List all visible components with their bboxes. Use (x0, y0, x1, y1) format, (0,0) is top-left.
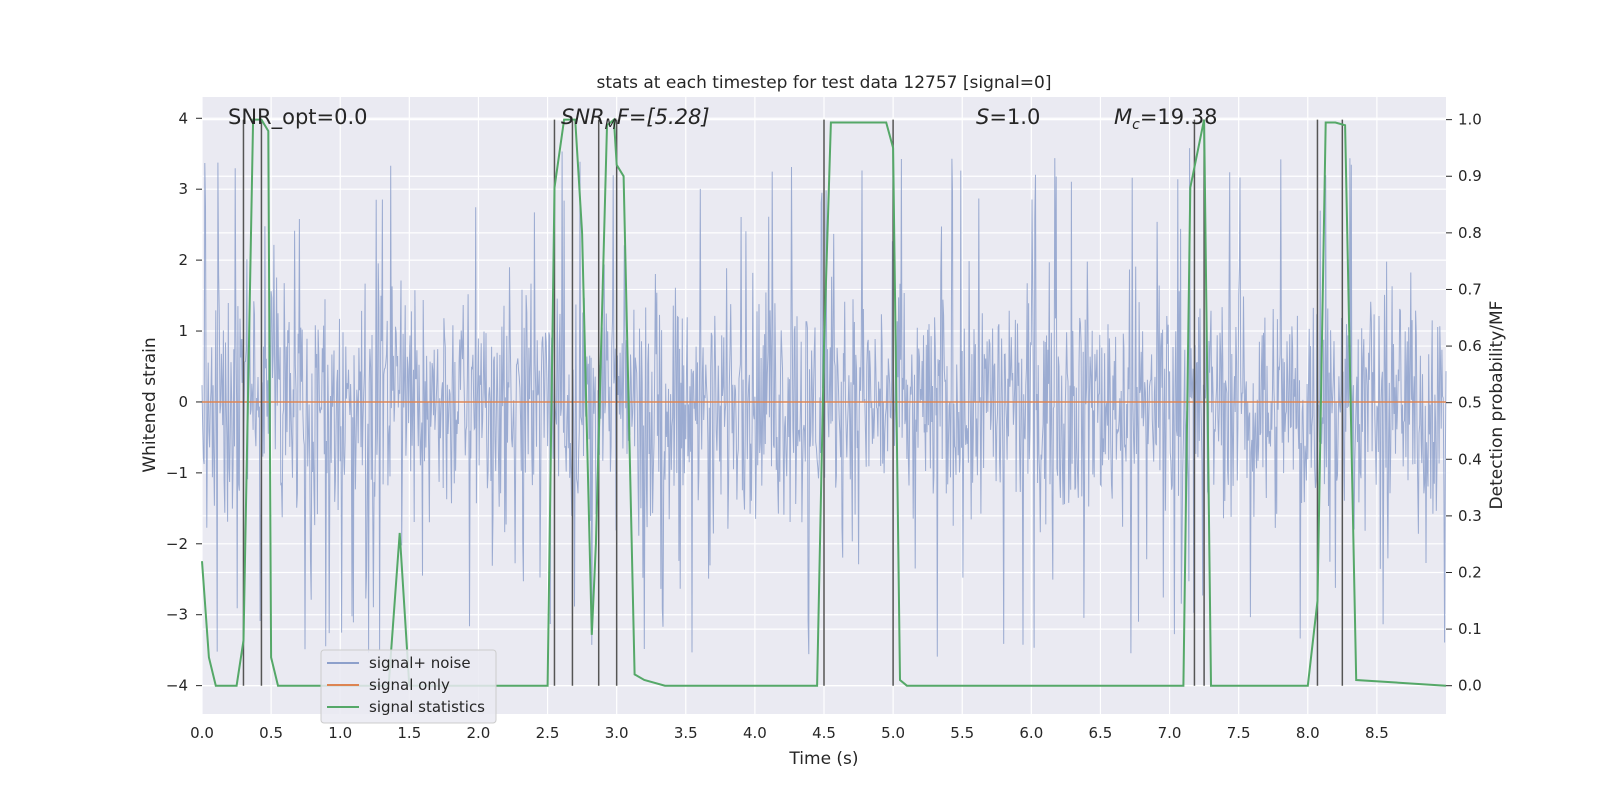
x-tick-label: 1.0 (328, 724, 352, 742)
y-tick-label: −3 (166, 606, 188, 624)
x-tick-label: 7.0 (1158, 724, 1182, 742)
x-axis-label: Time (s) (788, 749, 858, 769)
annotation-snr-mf-tail: F=[5.28] (617, 105, 710, 129)
annotation-snr-mf-main: SNR (561, 105, 605, 129)
y2-tick-label: 0.9 (1458, 167, 1482, 185)
legend-label-statistics: signal statistics (369, 698, 485, 716)
chart-title: stats at each timestep for test data 127… (597, 73, 1052, 93)
x-tick-label: 6.0 (1019, 724, 1043, 742)
annotation-snr-mf: SNRMF=[5.28] (561, 105, 710, 133)
legend-label-signal-only: signal only (369, 676, 450, 694)
annotation-snr-mf-sub: M (605, 117, 617, 133)
annotation-mc-sub: c (1132, 117, 1140, 133)
annotation-snr-opt: SNR_opt=0.0 (228, 105, 368, 130)
x-tick-label: 8.0 (1296, 724, 1320, 742)
y-tick-label: −4 (166, 677, 188, 695)
x-tick-label: 4.0 (743, 724, 767, 742)
y2-tick-label: 0.6 (1458, 337, 1482, 355)
annotation-s-tail: =1.0 (989, 105, 1040, 129)
y2-tick-label: 0.3 (1458, 507, 1482, 525)
y2-tick-label: 0.5 (1458, 394, 1482, 412)
annotation-s: S=1.0 (976, 105, 1040, 129)
legend-box (320, 649, 497, 724)
ticks: 0.0 0.5 1.0 1.5 2.0 2.5 3.0 3.5 4.0 4.5 5.0 5.5 6.0 6… (166, 109, 1482, 742)
x-tick-label: 2.5 (536, 724, 560, 742)
y2-tick-label: 1.0 (1458, 111, 1482, 129)
x-tick-label: 0.0 (190, 724, 214, 742)
x-tick-label: 7.5 (1227, 724, 1251, 742)
y2-tick-label: 0.1 (1458, 620, 1482, 638)
x-tick-label: 8.5 (1365, 724, 1389, 742)
y-tick-label: 0 (178, 393, 188, 411)
series-signal-statistics (201, 117, 1447, 687)
y-tick-label: 3 (178, 180, 188, 198)
y-tick-label: 4 (178, 109, 188, 127)
x-tick-label: 5.0 (881, 724, 905, 742)
annotation-s-main: S (976, 105, 989, 129)
y-tick-label: −2 (166, 535, 188, 553)
annotation-mc-tail: =19.38 (1140, 105, 1218, 129)
x-tick-label: 4.5 (812, 724, 836, 742)
y2-tick-label: 0.7 (1458, 280, 1482, 298)
y-axis-label: Whitened strain (140, 337, 160, 472)
y-tick-label: 1 (178, 322, 188, 340)
y2-tick-label: 0.2 (1458, 563, 1482, 581)
y2-tick-label: 0.4 (1458, 450, 1482, 468)
x-tick-label: 0.5 (259, 724, 283, 742)
x-tick-label: 6.5 (1089, 724, 1113, 742)
y2-tick-label: 0.8 (1458, 224, 1482, 242)
x-tick-label: 3.0 (605, 724, 629, 742)
y2-tick-label: 0.0 (1458, 677, 1482, 695)
signal-statistics-line (201, 117, 1447, 687)
legend: signal+ noise signal only signal statist… (320, 649, 497, 724)
y2-axis-label: Detection probability/MF (1487, 301, 1507, 510)
y-tick-label: −1 (166, 464, 188, 482)
x-tick-label: 5.5 (950, 724, 974, 742)
annotation-mc-main: M (1114, 105, 1132, 129)
x-tick-label: 1.5 (397, 724, 421, 742)
y-tick-label: 2 (178, 251, 188, 269)
x-tick-label: 3.5 (674, 724, 698, 742)
annotation-mc: Mc=19.38 (1114, 105, 1218, 133)
legend-label-noise: signal+ noise (369, 654, 471, 672)
x-tick-label: 2.0 (467, 724, 491, 742)
